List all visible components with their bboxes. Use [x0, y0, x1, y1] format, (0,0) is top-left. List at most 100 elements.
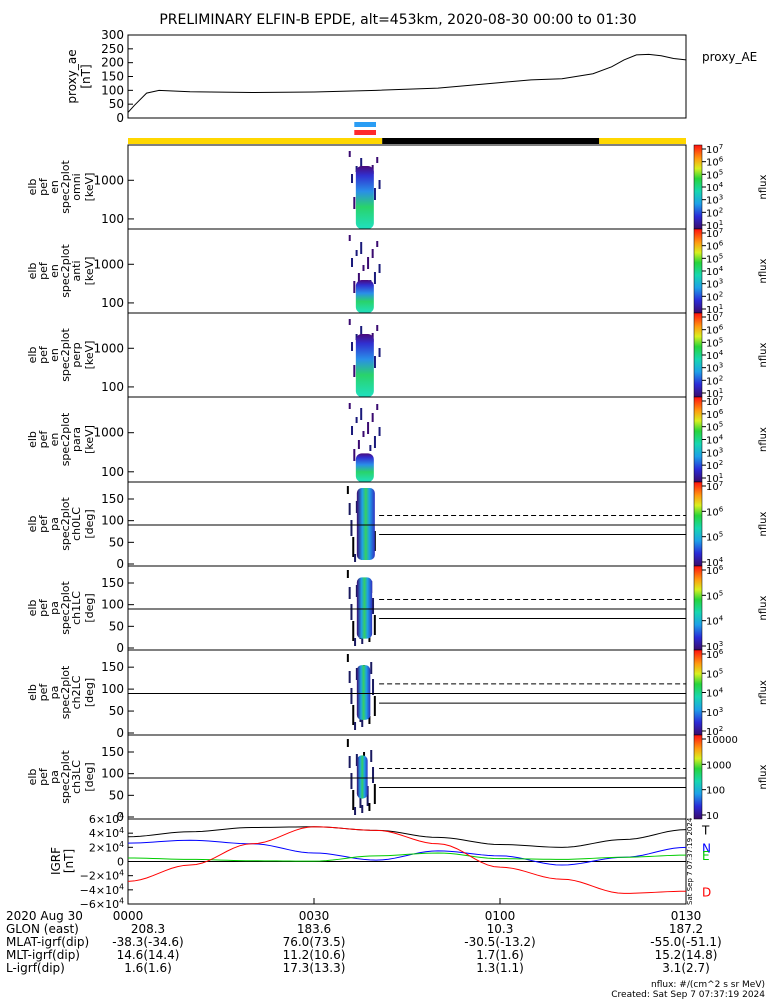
x-row-value: 15.2(14.8) — [655, 948, 718, 962]
spec-ylabel-line: pa — [48, 770, 61, 784]
spec-intensity-blob — [355, 453, 374, 482]
x-row-value: 1.7(1.6) — [476, 948, 524, 962]
spec-ytick-label: 1000 — [93, 173, 124, 187]
x-row-label: MLT-igrf(dip) — [6, 948, 80, 962]
colorbar-tick-label: 106 — [706, 564, 724, 577]
colorbar-tick-label: 10 — [706, 811, 719, 822]
state-bar-night — [382, 138, 600, 144]
spec-intensity-blob — [356, 488, 375, 560]
igrf-series-T — [127, 826, 687, 848]
spec-streak — [353, 281, 356, 293]
x-row-value: 1.6(1.6) — [124, 961, 172, 975]
spec-ytick-label: 1000 — [93, 426, 124, 440]
colorbar-tick-label: 106 — [706, 408, 724, 421]
colorbar-tick-label: 107 — [706, 143, 723, 156]
spec-streak — [371, 249, 374, 258]
spec-frame — [127, 396, 687, 483]
colorbar-tick-label: 105 — [706, 336, 723, 349]
colorbar-tick-label: 106 — [706, 156, 724, 169]
x-row-value: -30.5(-13.2) — [464, 935, 535, 949]
spec-intensity-blob — [356, 665, 371, 720]
spec-ylabel-line: elb — [26, 600, 39, 617]
igrf-series-E — [127, 852, 687, 862]
spec-streak — [346, 739, 349, 747]
spec-ylabel-line: spec2plot — [59, 750, 72, 804]
spec-streak — [351, 258, 354, 267]
spec-ylabel-line: elb — [26, 684, 39, 701]
spec-ylabel-line: ch2LC — [70, 675, 83, 709]
colorbar-label: nflux — [758, 511, 769, 536]
spec-ylabel-line: elb — [26, 347, 39, 364]
spec-streak — [351, 342, 354, 351]
spec-streak — [373, 615, 376, 635]
spec-frame — [127, 144, 687, 230]
units-note: nflux: #/(cm^2 s sr MeV) — [651, 980, 765, 990]
igrf-series-D — [127, 826, 687, 894]
colorbar-tick-label: 104 — [706, 181, 724, 194]
spec-streak — [346, 486, 349, 494]
spec-streak — [362, 265, 365, 271]
igrf-ytick-label: −4×104 — [80, 882, 124, 896]
spec-streak — [354, 554, 357, 562]
spec-ytick-label: 100 — [101, 514, 124, 528]
colorbar-tick-label: 102 — [706, 725, 723, 738]
colorbar-tick-label: 101 — [706, 303, 723, 316]
spec-ylabel-line: anti — [70, 260, 83, 281]
spec-ylabel-line: [deg] — [83, 593, 96, 622]
spec-ytick-label: 0 — [116, 557, 124, 571]
spec-streak — [360, 158, 363, 170]
spec-streak — [373, 784, 376, 804]
spec-ylabel-line: spec2plot — [59, 497, 72, 551]
spec-ylabel-line: elb — [26, 179, 39, 196]
spec-streak — [378, 180, 381, 189]
colorbar-tick-label: 107 — [706, 227, 723, 240]
x-tick-label: 0130 — [671, 909, 702, 923]
colorbar-label: nflux — [758, 595, 769, 620]
colorbar-tick-label: 102 — [706, 459, 723, 472]
colorbar-tick-label: 103 — [706, 446, 723, 459]
spec-streak — [351, 426, 354, 435]
colorbar-tick-label: 101 — [706, 387, 723, 400]
colorbar — [693, 144, 703, 230]
spec-streak — [348, 503, 351, 515]
x-row-value: 11.2(10.6) — [283, 948, 346, 962]
spec-streak — [348, 235, 351, 241]
x-row-value: 208.3 — [131, 922, 165, 936]
spec-streak — [367, 422, 370, 434]
spec-streak — [360, 326, 363, 338]
spec-streak — [376, 241, 379, 247]
spec-streak — [355, 166, 358, 172]
x-tick-label: 0100 — [485, 909, 516, 923]
igrf-ytick-label: 4×104 — [89, 826, 124, 840]
spec-ylabel-line: [deg] — [83, 678, 96, 707]
spec-ytick-label: 100 — [101, 682, 124, 696]
x-row-value: 3.1(2.7) — [662, 961, 710, 975]
spec-ylabel-line: en — [48, 180, 61, 194]
ae-ylabel-units: [nT] — [79, 64, 93, 88]
spec-streak — [366, 786, 369, 806]
spec-ylabel-line: [deg] — [83, 762, 96, 791]
colorbar-tick-label: 105 — [706, 667, 723, 680]
x-tick-label: 0030 — [299, 909, 330, 923]
spec-streak — [373, 436, 376, 448]
x-row-label: MLAT-igrf(dip) — [6, 935, 89, 949]
spec-streak — [361, 636, 364, 644]
spec-frame — [127, 734, 687, 820]
spec-ylabel-line: elb — [26, 263, 39, 280]
x-row-value: 183.6 — [297, 922, 331, 936]
spec-ytick-label: 150 — [101, 745, 124, 759]
ae-ytick-label: 150 — [101, 70, 124, 84]
colorbar-tick-label: 10000 — [706, 735, 738, 746]
colorbar-tick-label: 105 — [706, 531, 723, 544]
ae-frame — [127, 34, 687, 119]
spec-ylabel-line: ch3LC — [70, 760, 83, 794]
spec-streak — [350, 520, 353, 536]
x-row-value: 187.2 — [669, 922, 703, 936]
spec-intensity-blob — [356, 577, 373, 639]
spec-streak — [352, 705, 355, 725]
spec-ytick-label: 150 — [101, 492, 124, 506]
ae-ytick-label: 200 — [101, 56, 124, 70]
spec-streak — [368, 716, 371, 724]
spec-streak — [360, 242, 363, 254]
